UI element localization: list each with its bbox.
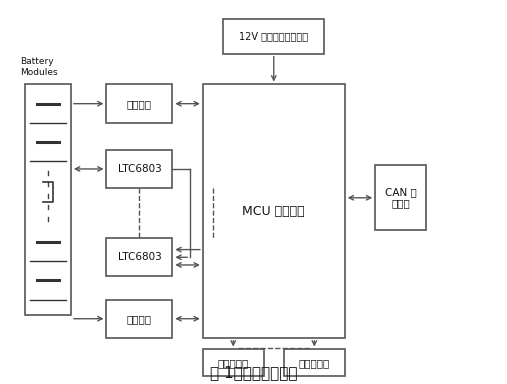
Text: MCU 控制模块: MCU 控制模块	[242, 205, 305, 218]
Text: LTC6803: LTC6803	[118, 164, 161, 174]
Bar	[106, 300, 172, 338]
Text: 温度采集: 温度采集	[127, 314, 152, 324]
Bar	[203, 84, 345, 338]
Text: 图 1：系统总体框图: 图 1：系统总体框图	[210, 365, 297, 380]
Bar	[284, 349, 345, 376]
Text: LTC6803: LTC6803	[118, 252, 161, 262]
Bar	[223, 19, 324, 54]
Bar	[106, 84, 172, 123]
Bar	[375, 165, 426, 230]
Bar	[25, 84, 71, 315]
Bar	[106, 238, 172, 276]
Text: Battery
Modules: Battery Modules	[20, 57, 58, 77]
Bar	[106, 150, 172, 188]
Text: 继电器控制: 继电器控制	[218, 358, 249, 368]
Text: 12V 电压转换供电模块: 12V 电压转换供电模块	[239, 31, 308, 41]
Text: 继电器控制: 继电器控制	[299, 358, 330, 368]
Bar	[203, 349, 264, 376]
Text: CAN 通
信模块: CAN 通 信模块	[385, 187, 416, 209]
Text: 电流检测: 电流检测	[127, 99, 152, 109]
